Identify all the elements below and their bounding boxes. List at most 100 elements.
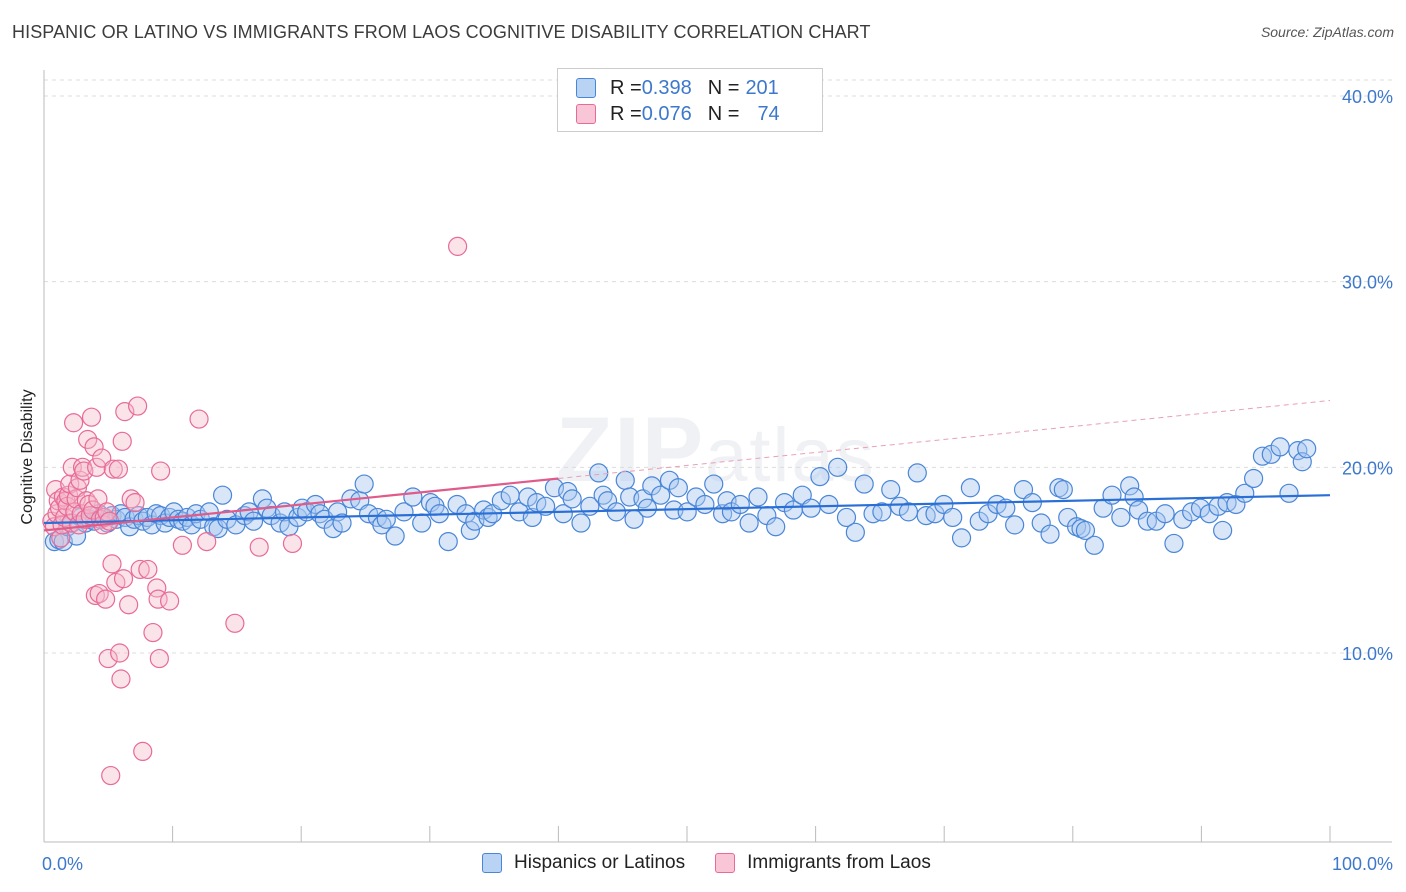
data-point-hispanics	[1155, 504, 1175, 524]
data-point-laos	[108, 459, 129, 479]
data-point-hispanics	[677, 502, 697, 522]
data-point-hispanics	[243, 511, 264, 531]
data-point-hispanics	[960, 478, 981, 498]
trend-line-hispanics	[43, 494, 1331, 525]
data-point-laos	[113, 569, 134, 589]
data-point-hispanics	[1102, 485, 1122, 505]
data-point-hispanics	[801, 498, 821, 518]
legend-swatch-blue	[576, 78, 596, 98]
data-point-hispanics	[212, 485, 233, 505]
y-tick-label: 30.0%	[1342, 273, 1393, 293]
data-point-laos	[189, 409, 209, 429]
data-point-laos	[133, 741, 153, 762]
y-tick-label: 10.0%	[1342, 644, 1393, 664]
x-tick-label-min: 0.0%	[42, 854, 83, 874]
source-credit: Source: ZipAtlas.com	[1260, 24, 1394, 40]
y-tick-label: 20.0%	[1342, 458, 1393, 478]
data-point-hispanics	[376, 509, 396, 529]
data-point-hispanics	[836, 507, 857, 528]
data-point-hispanics	[1270, 437, 1290, 457]
data-point-hispanics	[500, 485, 520, 505]
data-point-hispanics	[739, 513, 759, 533]
data-point-hispanics	[854, 474, 874, 494]
data-point-laos	[130, 559, 150, 580]
data-point-hispanics	[589, 463, 609, 483]
data-point-laos	[78, 429, 98, 450]
watermark: ZIPatlas	[556, 398, 876, 503]
data-point-hispanics	[637, 498, 657, 518]
data-point-hispanics	[1053, 480, 1073, 500]
data-point-laos	[101, 765, 121, 786]
data-point-hispanics	[704, 474, 724, 494]
data-point-laos	[87, 457, 107, 477]
data-point-hispanics	[898, 502, 919, 522]
y-tick-label: 40.0%	[1342, 87, 1393, 107]
data-point-laos	[98, 648, 118, 669]
trend-lines	[43, 399, 1331, 532]
data-point-laos	[151, 461, 171, 481]
legend-n-value: 201	[745, 76, 779, 99]
data-point-hispanics	[695, 494, 715, 515]
data-point-laos	[115, 402, 135, 422]
legend-n-value: 74	[757, 102, 780, 125]
series-legend: Hispanics or Latinos Immigrants from Lao…	[482, 852, 961, 874]
legend-item-laos[interactable]: Immigrants from Laos	[715, 852, 931, 874]
data-point-hispanics	[1111, 507, 1131, 528]
data-point-hispanics	[438, 531, 458, 552]
data-point-hispanics	[828, 457, 848, 477]
data-point-hispanics	[385, 526, 405, 546]
data-point-hispanics	[1164, 533, 1184, 554]
data-point-laos	[149, 648, 169, 669]
trend-line-laos-extension	[558, 399, 1331, 479]
data-point-laos	[249, 537, 269, 557]
data-point-hispanics	[951, 528, 972, 548]
legend-r-value: 0.076	[641, 102, 692, 125]
legend-label-laos: Immigrants from Laos	[747, 852, 931, 873]
data-point-hispanics	[615, 470, 635, 490]
legend-r-label: R =	[610, 102, 642, 125]
data-point-laos	[102, 554, 122, 574]
data-point-laos	[138, 559, 158, 580]
data-point-laos	[282, 533, 303, 554]
legend-item-hispanics[interactable]: Hispanics or Latinos	[482, 852, 685, 874]
gridlines	[44, 79, 1392, 654]
correlation-legend: R = 0.398 N = 201 R = 0.076 N = 74	[557, 68, 823, 132]
data-point-laos	[225, 613, 245, 633]
data-point-laos	[103, 459, 123, 479]
data-point-laos	[121, 489, 141, 509]
data-point-hispanics	[1213, 520, 1233, 541]
data-point-hispanics	[845, 522, 865, 542]
data-point-hispanics	[730, 494, 750, 515]
data-point-laos	[81, 407, 102, 427]
data-point-laos	[160, 591, 180, 611]
watermark-main: ZIP	[556, 399, 706, 501]
data-point-hispanics	[354, 474, 374, 494]
data-point-hispanics	[996, 498, 1016, 518]
data-point-laos	[112, 431, 132, 451]
axes	[43, 70, 1392, 843]
x-tick-label-max: 100.0%	[1332, 854, 1393, 874]
data-point-hispanics	[668, 478, 688, 498]
data-point-laos	[197, 531, 217, 552]
data-point-laos	[84, 437, 104, 457]
legend-n-label: N =	[707, 76, 740, 99]
data-point-hispanics	[1279, 483, 1299, 503]
data-point-hispanics	[412, 513, 432, 533]
legend-swatch-blue	[482, 853, 502, 873]
data-point-laos	[92, 448, 112, 468]
data-point-laos	[119, 595, 139, 615]
data-point-hispanics	[1005, 515, 1025, 535]
data-point-hispanics	[606, 502, 627, 522]
data-point-laos	[172, 535, 192, 555]
data-point-hispanics	[1084, 535, 1104, 555]
legend-r-value: 0.398	[641, 76, 692, 99]
data-point-hispanics	[748, 487, 768, 507]
data-point-hispanics	[1075, 520, 1096, 541]
data-point-hispanics	[1040, 524, 1060, 544]
data-point-laos	[128, 396, 148, 416]
data-point-laos	[110, 643, 130, 663]
data-point-hispanics	[332, 513, 352, 533]
legend-row-laos: R = 0.076 N = 74	[576, 101, 780, 127]
data-point-hispanics	[907, 463, 927, 483]
